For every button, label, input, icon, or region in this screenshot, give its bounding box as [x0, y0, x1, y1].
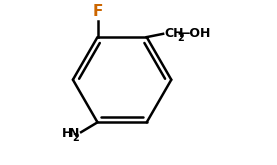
Text: H: H	[62, 127, 72, 140]
Text: F: F	[92, 4, 103, 19]
Text: CH: CH	[165, 27, 184, 40]
Text: N: N	[69, 127, 79, 140]
Text: 2: 2	[177, 33, 184, 43]
Text: —OH: —OH	[177, 27, 211, 40]
Text: 2: 2	[72, 133, 79, 143]
